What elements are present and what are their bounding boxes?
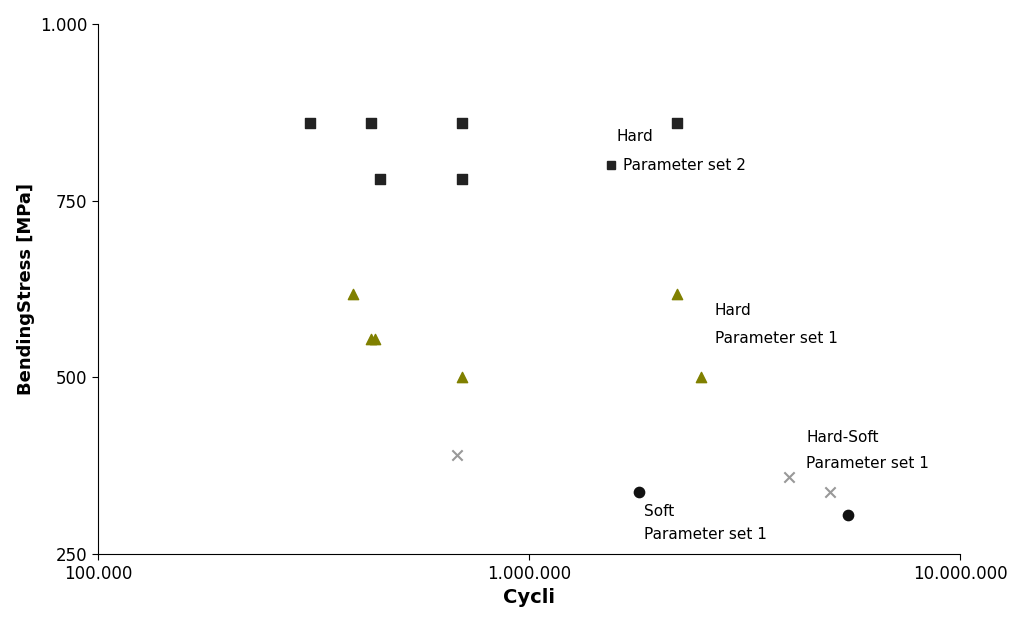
Point: [631, 487, 647, 497]
Text: Soft: Soft: [644, 504, 675, 519]
Point: [362, 118, 379, 128]
Text: Parameter set 1: Parameter set 1: [715, 331, 838, 346]
Point: [454, 118, 470, 128]
Y-axis label: BendingStress [MPa]: BendingStress [MPa]: [16, 183, 35, 395]
Point: [302, 118, 318, 128]
Text: Parameter set 1: Parameter set 1: [644, 527, 767, 542]
Point: [692, 373, 709, 383]
Point: [840, 510, 856, 520]
Point: [372, 174, 388, 184]
X-axis label: Cycli: Cycli: [503, 588, 555, 607]
Point: [368, 334, 384, 344]
Point: [669, 118, 685, 128]
Point: [454, 174, 470, 184]
Point: [454, 373, 470, 383]
Point: [822, 487, 839, 497]
Point: [669, 289, 685, 299]
Point: [362, 334, 379, 344]
Text: Hard: Hard: [617, 129, 653, 144]
Text: Hard: Hard: [715, 303, 752, 318]
Text: Parameter set 1: Parameter set 1: [806, 456, 929, 471]
Point: [780, 472, 797, 482]
Point: [449, 451, 465, 461]
Point: [344, 289, 360, 299]
Text: Hard-Soft: Hard-Soft: [806, 430, 879, 445]
Text: Parameter set 2: Parameter set 2: [623, 158, 745, 173]
